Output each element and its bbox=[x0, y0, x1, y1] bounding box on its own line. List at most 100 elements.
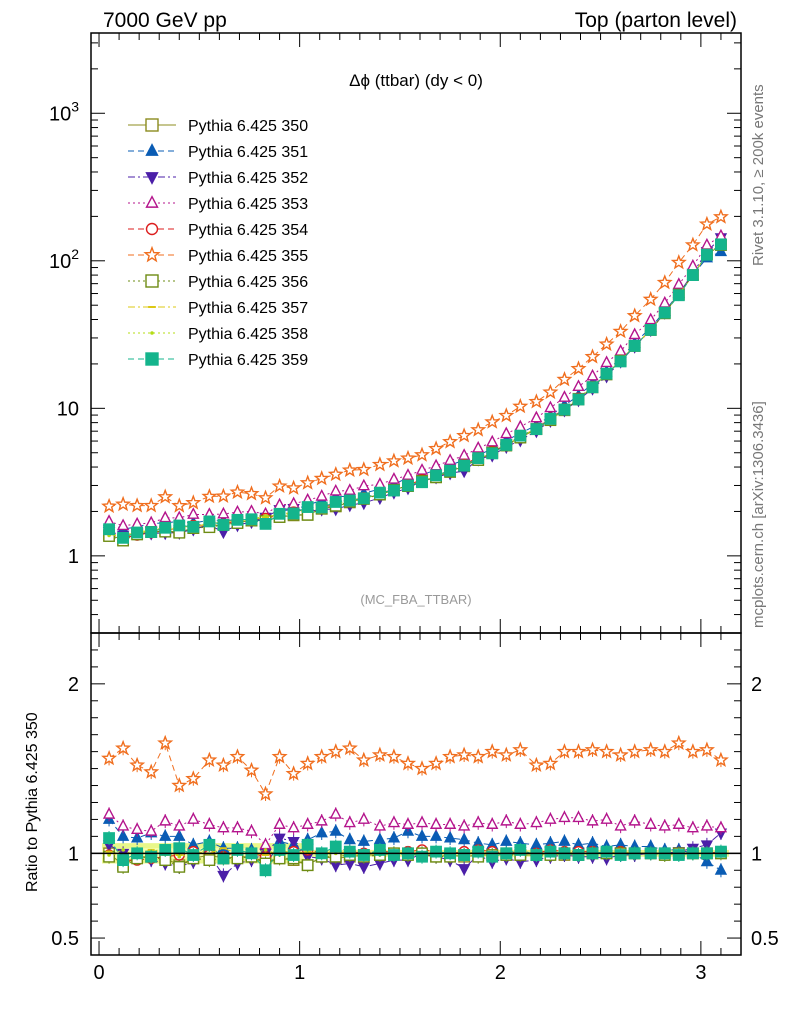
triangle-up-marker bbox=[600, 812, 613, 824]
square-marker bbox=[700, 248, 713, 261]
star-marker bbox=[143, 497, 160, 513]
square-marker bbox=[287, 507, 300, 520]
square-marker bbox=[187, 849, 200, 861]
star-marker bbox=[101, 749, 118, 766]
square-marker bbox=[600, 367, 613, 380]
triangle-up-marker bbox=[514, 419, 527, 432]
square-marker bbox=[500, 439, 513, 451]
star-marker bbox=[684, 743, 701, 759]
square-marker bbox=[259, 864, 272, 877]
star-marker bbox=[542, 754, 559, 771]
triangle-up-marker bbox=[530, 410, 543, 423]
square-marker bbox=[173, 842, 186, 855]
dot-marker bbox=[107, 853, 111, 857]
square-marker bbox=[686, 269, 699, 281]
square-marker bbox=[357, 849, 370, 861]
square-marker bbox=[273, 507, 286, 520]
star-marker bbox=[385, 748, 402, 764]
star-marker bbox=[271, 748, 288, 764]
star-marker bbox=[143, 763, 160, 779]
square-marker bbox=[458, 459, 471, 472]
square-marker bbox=[416, 476, 428, 489]
star-marker bbox=[171, 776, 188, 793]
star-marker bbox=[413, 446, 431, 462]
triangle-up-marker bbox=[231, 820, 244, 833]
star-marker bbox=[129, 497, 146, 513]
triangle-up-marker bbox=[457, 448, 471, 460]
triangle-up-marker bbox=[558, 390, 571, 402]
square-marker bbox=[373, 844, 386, 856]
triangle-up-marker bbox=[443, 830, 457, 843]
star-marker bbox=[598, 743, 615, 759]
star-marker bbox=[498, 746, 515, 762]
main-series-line bbox=[108, 235, 722, 527]
star-marker bbox=[413, 760, 431, 776]
square-marker bbox=[145, 274, 159, 288]
star-marker bbox=[313, 748, 330, 764]
square-marker bbox=[187, 520, 200, 533]
triangle-up-marker bbox=[530, 815, 543, 828]
legend-label: Pythia 6.425 358 bbox=[188, 326, 308, 343]
star-marker bbox=[556, 743, 573, 759]
triangle-up-marker bbox=[287, 820, 300, 833]
square-marker bbox=[544, 412, 557, 425]
y-tick-label-exponent: 3 bbox=[71, 98, 79, 114]
star-marker bbox=[157, 488, 174, 504]
triangle-up-marker bbox=[217, 820, 230, 833]
triangle-up-marker bbox=[130, 830, 144, 843]
x-tick-label: 3 bbox=[695, 962, 706, 984]
triangle-up-marker bbox=[544, 400, 557, 413]
triangle-up-marker bbox=[329, 483, 342, 496]
square-marker bbox=[245, 513, 258, 526]
triangle-up-marker bbox=[116, 818, 130, 831]
square-marker bbox=[203, 515, 216, 528]
star-marker bbox=[670, 734, 687, 751]
square-marker bbox=[586, 381, 599, 394]
triangle-up-marker bbox=[600, 355, 613, 368]
main-series bbox=[103, 238, 727, 544]
square-marker bbox=[357, 492, 370, 505]
triangle-up-marker bbox=[486, 434, 499, 447]
star-marker bbox=[512, 741, 529, 757]
legend: Pythia 6.425 350 Pythia 6.425 351 Pythia 6… bbox=[128, 118, 308, 369]
star-marker bbox=[442, 433, 459, 449]
legend-item: Pythia 6.425 351 bbox=[128, 143, 308, 161]
square-marker bbox=[273, 844, 286, 856]
square-marker bbox=[715, 845, 727, 858]
square-marker bbox=[343, 845, 356, 858]
star-marker bbox=[313, 469, 330, 486]
star-marker bbox=[670, 253, 687, 270]
triangle-up-marker bbox=[159, 829, 172, 841]
star-marker bbox=[456, 427, 473, 443]
square-marker bbox=[530, 423, 543, 436]
triangle-up-marker bbox=[686, 820, 700, 833]
star-marker bbox=[285, 765, 302, 781]
triangle-up-marker bbox=[315, 825, 328, 838]
square-marker bbox=[117, 531, 129, 544]
triangle-up-marker bbox=[145, 824, 158, 836]
mcplots-side-label: mcplots.cern.ch [arXiv:1306.3436] bbox=[750, 401, 767, 628]
square-marker bbox=[329, 496, 342, 508]
square-marker bbox=[203, 854, 216, 866]
triangle-up-marker bbox=[486, 817, 499, 829]
square-marker bbox=[558, 403, 571, 416]
triangle-up-marker bbox=[572, 810, 585, 823]
triangle-up-marker bbox=[329, 807, 342, 819]
square-marker bbox=[658, 306, 671, 319]
star-marker bbox=[185, 770, 202, 786]
triangle-up-marker bbox=[700, 818, 714, 831]
triangle-down-marker bbox=[357, 862, 370, 875]
triangle-up-marker bbox=[173, 829, 186, 841]
square-marker bbox=[416, 850, 428, 863]
square-marker bbox=[614, 355, 627, 368]
triangle-up-marker bbox=[614, 818, 627, 831]
star-marker bbox=[584, 348, 601, 364]
triangle-up-marker bbox=[530, 837, 543, 850]
legend-label: Pythia 6.425 359 bbox=[188, 352, 308, 369]
star-marker bbox=[215, 756, 232, 773]
square-marker bbox=[644, 324, 657, 336]
triangle-up-marker bbox=[357, 834, 370, 846]
circle-marker bbox=[145, 222, 159, 236]
triangle-up-marker bbox=[315, 489, 328, 501]
square-marker bbox=[145, 352, 159, 366]
